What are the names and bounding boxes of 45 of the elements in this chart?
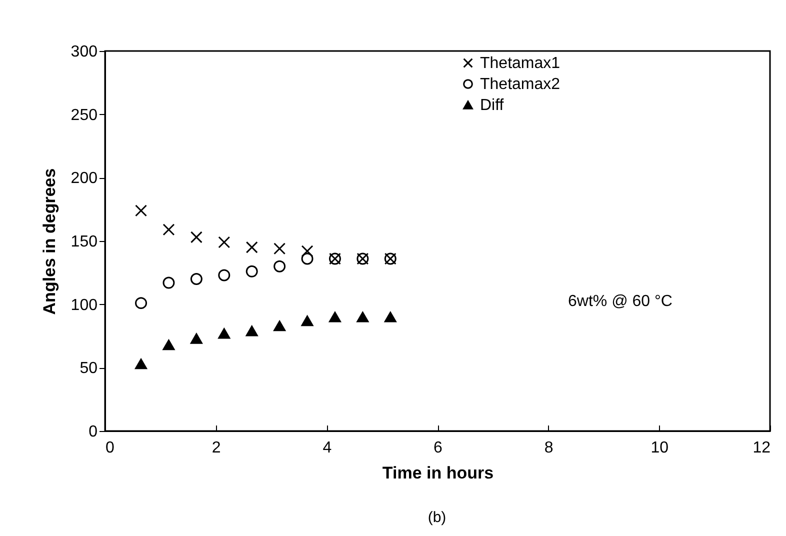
x-tick-label: 10 xyxy=(650,440,669,456)
point xyxy=(384,312,396,322)
y-tick-label: 250 xyxy=(70,106,98,124)
y-tick-label: 100 xyxy=(70,296,98,314)
point xyxy=(190,231,202,244)
x-tick-label: 12 xyxy=(752,440,771,456)
point xyxy=(218,328,230,339)
point xyxy=(274,242,286,255)
point xyxy=(162,340,175,350)
point xyxy=(162,276,175,289)
point xyxy=(246,326,258,336)
y-tick-label: 0 xyxy=(88,424,98,440)
point xyxy=(246,241,258,254)
point xyxy=(328,312,341,322)
annotation: 6wt% @ 60 °C xyxy=(568,293,672,310)
x-axis-title: Time in hours xyxy=(382,464,494,482)
y-tick-label: 150 xyxy=(70,234,98,250)
point xyxy=(246,265,258,278)
y-tick-label: 50 xyxy=(80,360,98,378)
legend-label: Thetamax1 xyxy=(480,55,560,72)
point xyxy=(301,245,314,258)
point xyxy=(301,252,314,265)
x-tick-label: 4 xyxy=(322,440,332,456)
point xyxy=(135,358,148,370)
x-tick-label: 0 xyxy=(106,440,114,456)
point xyxy=(274,260,286,272)
text: (b) xyxy=(428,509,446,526)
legend-label: Thetamax2 xyxy=(480,76,560,93)
point xyxy=(218,269,230,282)
y-tick-label: 300 xyxy=(70,44,98,60)
y-tick-label: 200 xyxy=(70,170,98,188)
x-tick-label: 8 xyxy=(544,440,554,456)
point xyxy=(162,224,175,236)
x-tick-label: 2 xyxy=(212,440,221,456)
point xyxy=(190,273,202,285)
legend-label: Diff xyxy=(480,97,504,114)
point xyxy=(218,236,230,248)
point xyxy=(356,312,369,322)
point xyxy=(190,333,202,344)
y-axis-title: Angles in degrees xyxy=(40,168,59,315)
point xyxy=(274,320,286,332)
point xyxy=(135,204,148,217)
point xyxy=(301,316,314,326)
x-tick-label: 6 xyxy=(434,440,443,456)
point xyxy=(135,297,148,310)
